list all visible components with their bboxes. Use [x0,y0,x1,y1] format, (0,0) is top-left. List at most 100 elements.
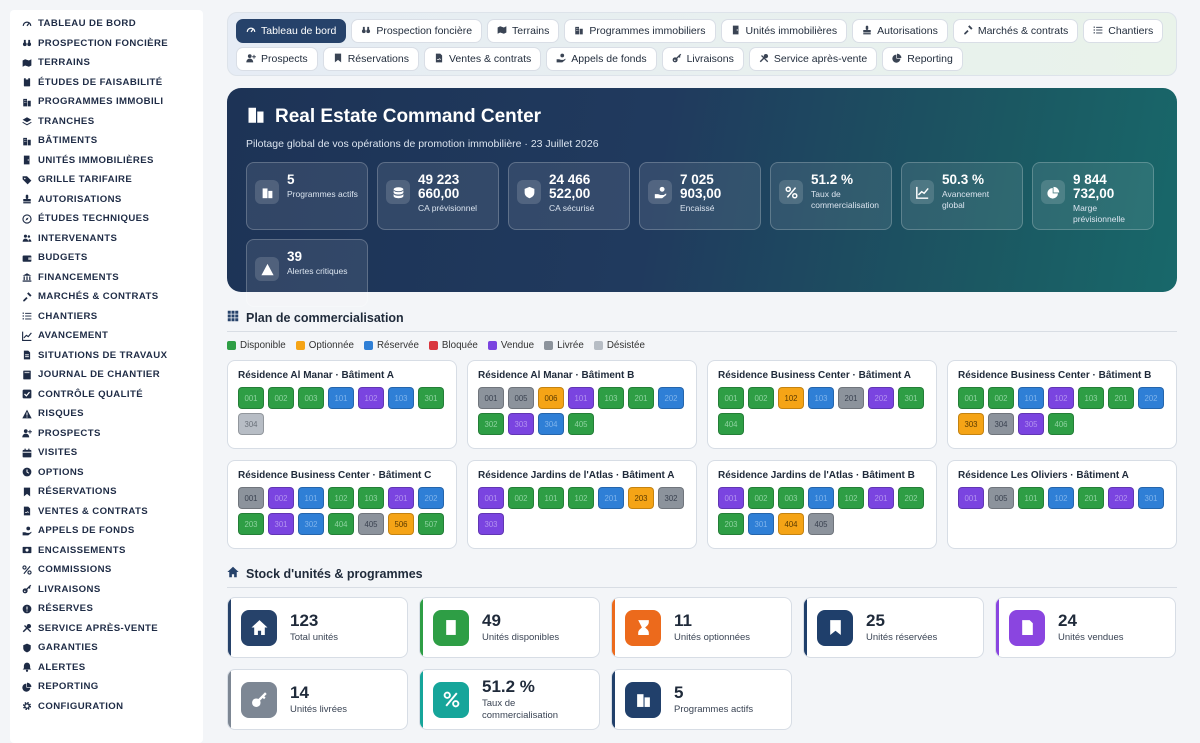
unit-cell[interactable]: 101 [328,387,354,409]
sidebar-item[interactable]: ÉTUDES TECHNIQUES [22,209,203,229]
unit-cell[interactable]: 001 [958,487,984,509]
unit-cell[interactable]: 303 [958,413,984,435]
unit-cell[interactable]: 202 [418,487,444,509]
tab[interactable]: Appels de fonds [546,47,657,71]
unit-cell[interactable]: 003 [298,387,324,409]
sidebar-item[interactable]: PROSPECTS [22,424,203,444]
unit-cell[interactable]: 404 [778,513,804,535]
unit-cell[interactable]: 102 [1048,487,1074,509]
unit-cell[interactable]: 406 [1048,413,1074,435]
unit-cell[interactable]: 202 [1138,387,1164,409]
unit-cell[interactable]: 404 [328,513,354,535]
unit-cell[interactable]: 002 [268,487,294,509]
unit-cell[interactable]: 201 [598,487,624,509]
unit-cell[interactable]: 002 [268,387,294,409]
unit-cell[interactable]: 001 [958,387,984,409]
unit-cell[interactable]: 301 [418,387,444,409]
unit-cell[interactable]: 302 [478,413,504,435]
unit-cell[interactable]: 103 [598,387,624,409]
unit-cell[interactable]: 405 [568,413,594,435]
unit-cell[interactable]: 101 [298,487,324,509]
sidebar-item[interactable]: CHANTIERS [22,307,203,327]
unit-cell[interactable]: 103 [358,487,384,509]
unit-cell[interactable]: 005 [988,487,1014,509]
sidebar-item[interactable]: REPORTING [22,677,203,697]
sidebar-item[interactable]: SITUATIONS DE TRAVAUX [22,346,203,366]
sidebar-item[interactable]: JOURNAL DE CHANTIER [22,365,203,385]
tab[interactable]: Unités immobilières [720,19,848,43]
unit-cell[interactable]: 101 [808,487,834,509]
unit-cell[interactable]: 005 [508,387,534,409]
sidebar-item[interactable]: GRILLE TARIFAIRE [22,170,203,190]
tab[interactable]: Terrains [487,19,560,43]
tab[interactable]: Prospects [236,47,318,71]
unit-cell[interactable]: 202 [1108,487,1134,509]
unit-cell[interactable]: 405 [358,513,384,535]
unit-cell[interactable]: 202 [868,387,894,409]
tab[interactable]: Service après-vente [748,47,878,71]
unit-cell[interactable]: 102 [838,487,864,509]
tab[interactable]: Livraisons [661,47,744,71]
sidebar-item[interactable]: TERRAINS [22,53,203,73]
unit-cell[interactable]: 201 [868,487,894,509]
sidebar-item[interactable]: AVANCEMENT [22,326,203,346]
unit-cell[interactable]: 201 [1078,487,1104,509]
sidebar-item[interactable]: PROSPECTION FONCIÈRE [22,34,203,54]
unit-cell[interactable]: 001 [238,387,264,409]
unit-cell[interactable]: 507 [418,513,444,535]
unit-cell[interactable]: 102 [328,487,354,509]
unit-cell[interactable]: 001 [718,487,744,509]
unit-cell[interactable]: 002 [988,387,1014,409]
unit-cell[interactable]: 001 [478,487,504,509]
unit-cell[interactable]: 201 [1108,387,1134,409]
unit-cell[interactable]: 201 [838,387,864,409]
sidebar-item[interactable]: RISQUES [22,404,203,424]
sidebar-item[interactable]: CONTRÔLE QUALITÉ [22,385,203,405]
tab[interactable]: Chantiers [1083,19,1164,43]
sidebar-item[interactable]: ALERTES [22,658,203,678]
sidebar-item[interactable]: COMMISSIONS [22,560,203,580]
sidebar-item[interactable]: MARCHÉS & CONTRATS [22,287,203,307]
unit-cell[interactable]: 301 [898,387,924,409]
unit-cell[interactable]: 001 [478,387,504,409]
sidebar-item[interactable]: CONFIGURATION [22,697,203,717]
unit-cell[interactable]: 002 [508,487,534,509]
sidebar-item[interactable]: INTERVENANTS [22,229,203,249]
unit-cell[interactable]: 202 [658,387,684,409]
unit-cell[interactable]: 103 [388,387,414,409]
sidebar-item[interactable]: LIVRAISONS [22,580,203,600]
unit-cell[interactable]: 101 [568,387,594,409]
unit-cell[interactable]: 302 [658,487,684,509]
unit-cell[interactable]: 303 [508,413,534,435]
sidebar-item[interactable]: UNITÉS IMMOBILIÈRES [22,151,203,171]
sidebar-item[interactable]: APPELS DE FONDS [22,521,203,541]
unit-cell[interactable]: 201 [628,387,654,409]
sidebar-item[interactable]: VISITES [22,443,203,463]
unit-cell[interactable]: 101 [1018,387,1044,409]
unit-cell[interactable]: 404 [718,413,744,435]
unit-cell[interactable]: 202 [898,487,924,509]
unit-cell[interactable]: 101 [1018,487,1044,509]
unit-cell[interactable]: 001 [718,387,744,409]
sidebar-item[interactable]: SERVICE APRÈS-VENTE [22,619,203,639]
tab[interactable]: Marchés & contrats [952,19,1079,43]
unit-cell[interactable]: 405 [808,513,834,535]
unit-cell[interactable]: 305 [1018,413,1044,435]
unit-cell[interactable]: 002 [748,387,774,409]
unit-cell[interactable]: 303 [478,513,504,535]
unit-cell[interactable]: 003 [778,487,804,509]
unit-cell[interactable]: 304 [988,413,1014,435]
unit-cell[interactable]: 103 [808,387,834,409]
unit-cell[interactable]: 001 [238,487,264,509]
unit-cell[interactable]: 102 [778,387,804,409]
unit-cell[interactable]: 102 [568,487,594,509]
unit-cell[interactable]: 002 [748,487,774,509]
unit-cell[interactable]: 101 [538,487,564,509]
sidebar-item[interactable]: GARANTIES [22,638,203,658]
unit-cell[interactable]: 102 [358,387,384,409]
tab[interactable]: Ventes & contrats [423,47,542,71]
tab[interactable]: Tableau de bord [236,19,347,43]
sidebar-item[interactable]: RÉSERVES [22,599,203,619]
sidebar-item[interactable]: AUTORISATIONS [22,190,203,210]
unit-cell[interactable]: 203 [718,513,744,535]
